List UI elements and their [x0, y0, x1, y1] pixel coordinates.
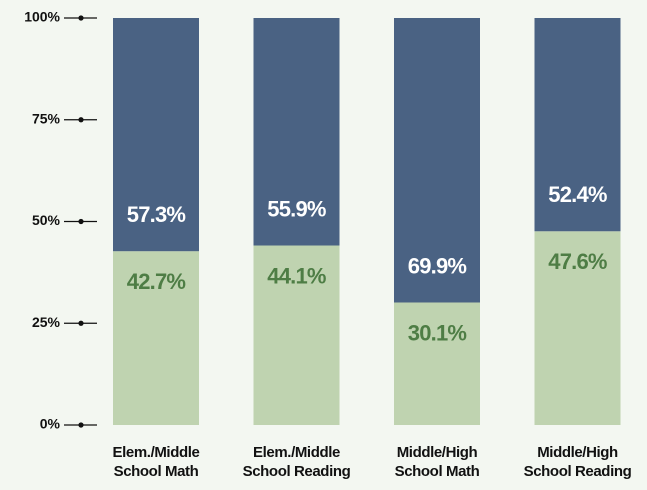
x-tick-label: Middle/High School Math	[394, 444, 480, 480]
y-tick-label: 25%	[32, 314, 61, 330]
bar-segment	[253, 245, 340, 425]
bar-segment	[394, 302, 480, 425]
x-tick-label: Elem./Middle School Math	[112, 444, 200, 480]
value-label: 44.1%	[267, 263, 326, 288]
bar-segment	[113, 251, 199, 425]
bar-segment	[113, 18, 199, 252]
tick-dot	[78, 422, 84, 428]
tick-dot	[78, 320, 84, 326]
value-label: 55.9%	[267, 196, 326, 221]
y-tick-label: 0%	[40, 416, 61, 432]
tick-dot	[78, 218, 84, 225]
value-label: 30.1%	[408, 320, 467, 345]
tick-dot	[78, 15, 84, 21]
tick-dot	[78, 117, 84, 123]
value-label: 69.9%	[408, 253, 467, 278]
bar-segment	[394, 18, 480, 303]
y-tick-label: 75%	[32, 110, 61, 126]
value-label: 57.3%	[127, 202, 186, 227]
value-label: 42.7%	[127, 269, 186, 294]
value-label: 52.4%	[548, 182, 607, 207]
bar-segment	[534, 231, 621, 425]
y-tick-label: 50%	[32, 212, 61, 228]
bar-segment	[534, 18, 621, 232]
y-tick-label: 100%	[24, 9, 60, 25]
bar-segment	[253, 18, 340, 246]
x-tick-label: Middle/High School Reading	[523, 444, 632, 480]
value-label: 47.6%	[548, 249, 607, 274]
x-tick-label: Elem./Middle School Reading	[242, 444, 351, 480]
